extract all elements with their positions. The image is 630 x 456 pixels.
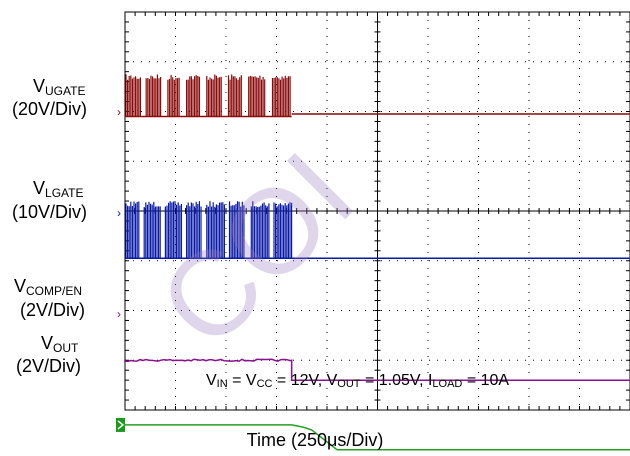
vlgate-burst — [125, 201, 140, 259]
vugate-burst — [145, 74, 162, 117]
vout-scale: (2V/Div) — [16, 356, 82, 376]
x-axis-label: Time (250μs/Div) — [246, 430, 384, 450]
comp-scale: (2V/Div) — [20, 300, 86, 320]
vlgate-burst — [250, 201, 270, 259]
lgate-label: VLGATE — [33, 178, 84, 200]
conditions-annotation: VIN = VCC = 12V, VOUT = 1.05V, ILOAD = 1… — [206, 372, 510, 390]
vout-trace — [125, 424, 630, 451]
ugate-scale: (20V/Div) — [12, 99, 88, 119]
ugate-marker: › — [117, 105, 121, 119]
vcomp-en-trace — [124, 358, 630, 381]
ugate-label: VUGATE — [33, 76, 86, 98]
vugate-burst — [186, 75, 200, 117]
vout-marker-arrow — [117, 420, 125, 430]
vugate-burst — [271, 75, 291, 117]
vugate-burst — [125, 74, 141, 117]
vlgate-burst — [206, 201, 225, 259]
vugate-burst — [206, 74, 222, 117]
vlgate-burst — [164, 201, 182, 259]
comp-marker: › — [117, 307, 121, 321]
vugate-burst — [248, 75, 266, 117]
vlgate-burst — [273, 202, 293, 259]
vout-label: VOUT — [41, 333, 79, 355]
lgate-marker: › — [117, 206, 121, 220]
vlgate-burst — [143, 201, 161, 259]
vlgate-burst — [186, 201, 202, 259]
vugate-burst — [227, 74, 242, 117]
vlgate-burst — [228, 201, 245, 259]
comp-label: VCOMP/EN — [14, 276, 83, 298]
vugate-burst — [167, 74, 180, 117]
lgate-scale: (10V/Div) — [12, 202, 88, 222]
vout-ground-marker — [116, 417, 125, 432]
